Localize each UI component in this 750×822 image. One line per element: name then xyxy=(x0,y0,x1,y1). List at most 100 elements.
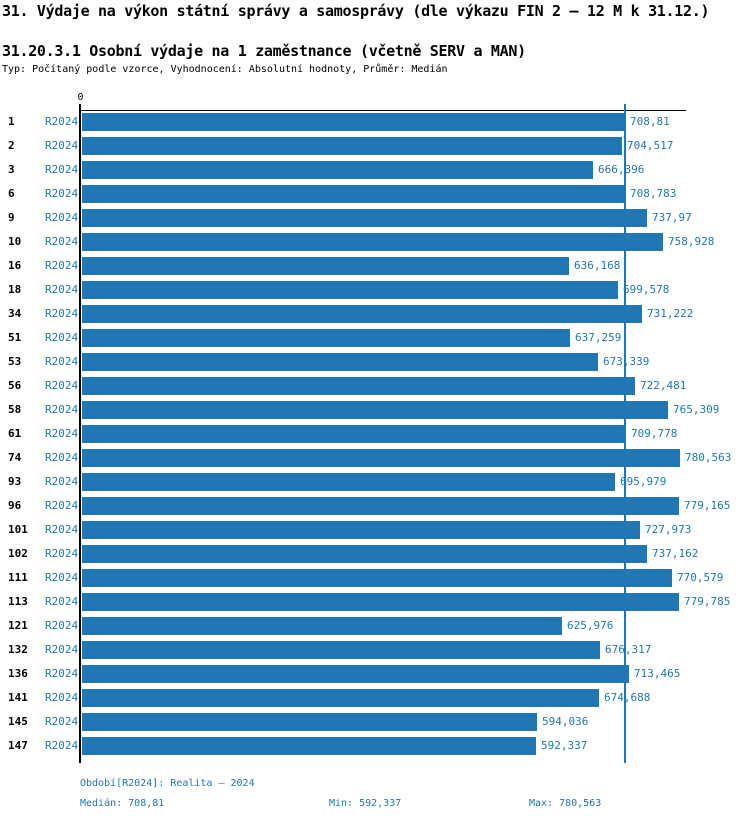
row-id-label: 113 xyxy=(8,595,28,608)
row-series-label: R2024 xyxy=(45,475,79,488)
bar xyxy=(82,473,615,491)
bar xyxy=(82,497,679,515)
bar-value-label: 636,168 xyxy=(574,259,621,272)
bar-value-label: 704,517 xyxy=(627,139,674,152)
chart-meta-line: Typ: Počítaný podle vzorce, Vyhodnocení:… xyxy=(2,64,448,75)
bar-value-label: 731,222 xyxy=(647,307,694,320)
bar xyxy=(82,257,569,275)
bar-value-label: 765,309 xyxy=(673,403,720,416)
bar-row: 6 R2024 708,783 xyxy=(0,185,750,203)
row-series-label: R2024 xyxy=(45,139,79,152)
bar-row: 102 R2024 737,162 xyxy=(0,545,750,563)
bar xyxy=(82,281,618,299)
row-id-label: 9 xyxy=(8,211,15,224)
row-series-label: R2024 xyxy=(45,235,79,248)
row-series-label: R2024 xyxy=(45,739,79,752)
axis-origin-label: 0 xyxy=(77,92,84,103)
bar-value-label: 758,928 xyxy=(668,235,715,248)
bar-value-label: 779,165 xyxy=(684,499,731,512)
row-id-label: 2 xyxy=(8,139,15,152)
footer-period: Období[R2024]: Realita – 2024 xyxy=(80,778,255,789)
row-series-label: R2024 xyxy=(45,499,79,512)
bar xyxy=(82,545,647,563)
bar-row: 3 R2024 666,396 xyxy=(0,161,750,179)
bar xyxy=(82,161,593,179)
bar xyxy=(82,689,599,707)
row-id-label: 53 xyxy=(8,355,22,368)
bar-value-label: 592,337 xyxy=(541,739,588,752)
bar xyxy=(82,449,680,467)
bar-row: 93 R2024 695,979 xyxy=(0,473,750,491)
bar-row: 111 R2024 770,579 xyxy=(0,569,750,587)
row-series-label: R2024 xyxy=(45,115,79,128)
bar xyxy=(82,425,626,443)
row-id-label: 16 xyxy=(8,259,22,272)
row-id-label: 145 xyxy=(8,715,28,728)
bar-row: 96 R2024 779,165 xyxy=(0,497,750,515)
row-series-label: R2024 xyxy=(45,523,79,536)
bar-row: 16 R2024 636,168 xyxy=(0,257,750,275)
bar-value-label: 727,973 xyxy=(645,523,692,536)
bar xyxy=(82,737,536,755)
bar-row: 9 R2024 737,97 xyxy=(0,209,750,227)
row-series-label: R2024 xyxy=(45,619,79,632)
bar-value-label: 674,688 xyxy=(604,691,651,704)
y-axis-line xyxy=(79,104,81,763)
bar-value-label: 625,976 xyxy=(567,619,614,632)
bar xyxy=(82,593,679,611)
bar-value-label: 709,778 xyxy=(631,427,678,440)
bar-value-label: 737,97 xyxy=(652,211,692,224)
bar-row: 74 R2024 780,563 xyxy=(0,449,750,467)
row-id-label: 121 xyxy=(8,619,28,632)
x-axis-line xyxy=(80,110,686,111)
bar xyxy=(82,521,640,539)
bar-value-label: 699,578 xyxy=(623,283,670,296)
bar xyxy=(82,713,537,731)
bar xyxy=(82,209,647,227)
row-series-label: R2024 xyxy=(45,547,79,560)
median-marker-line xyxy=(624,104,626,763)
row-series-label: R2024 xyxy=(45,427,79,440)
bar xyxy=(82,329,570,347)
bar-row: 101 R2024 727,973 xyxy=(0,521,750,539)
bar-row: 113 R2024 779,785 xyxy=(0,593,750,611)
bar-value-label: 676,317 xyxy=(605,643,652,656)
row-series-label: R2024 xyxy=(45,163,79,176)
row-series-label: R2024 xyxy=(45,283,79,296)
bar-row: 18 R2024 699,578 xyxy=(0,281,750,299)
bar xyxy=(82,617,562,635)
bar xyxy=(82,113,625,131)
row-id-label: 10 xyxy=(8,235,22,248)
footer-median: Medián: 708,81 xyxy=(80,798,165,809)
bar-value-label: 594,036 xyxy=(542,715,589,728)
bar-row: 56 R2024 722,481 xyxy=(0,377,750,395)
bar-row: 61 R2024 709,778 xyxy=(0,425,750,443)
row-id-label: 96 xyxy=(8,499,22,512)
row-id-label: 56 xyxy=(8,379,22,392)
row-id-label: 141 xyxy=(8,691,28,704)
row-series-label: R2024 xyxy=(45,187,79,200)
row-series-label: R2024 xyxy=(45,715,79,728)
row-series-label: R2024 xyxy=(45,451,79,464)
row-series-label: R2024 xyxy=(45,643,79,656)
row-id-label: 74 xyxy=(8,451,22,464)
row-id-label: 101 xyxy=(8,523,28,536)
row-id-label: 93 xyxy=(8,475,22,488)
bar xyxy=(82,185,625,203)
bar-value-label: 737,162 xyxy=(652,547,699,560)
bar-value-label: 722,481 xyxy=(640,379,687,392)
bar-row: 141 R2024 674,688 xyxy=(0,689,750,707)
bar-row: 53 R2024 673,339 xyxy=(0,353,750,371)
bar-value-label: 673,339 xyxy=(603,355,650,368)
footer-max: Max: 780,563 xyxy=(529,798,602,809)
row-series-label: R2024 xyxy=(45,595,79,608)
row-series-label: R2024 xyxy=(45,571,79,584)
row-id-label: 18 xyxy=(8,283,22,296)
row-id-label: 102 xyxy=(8,547,28,560)
row-id-label: 3 xyxy=(8,163,15,176)
row-id-label: 1 xyxy=(8,115,15,128)
row-id-label: 147 xyxy=(8,739,28,752)
chart-subtitle: 31.20.3.1 Osobní výdaje na 1 zaměstnance… xyxy=(2,42,526,60)
bar xyxy=(82,233,663,251)
